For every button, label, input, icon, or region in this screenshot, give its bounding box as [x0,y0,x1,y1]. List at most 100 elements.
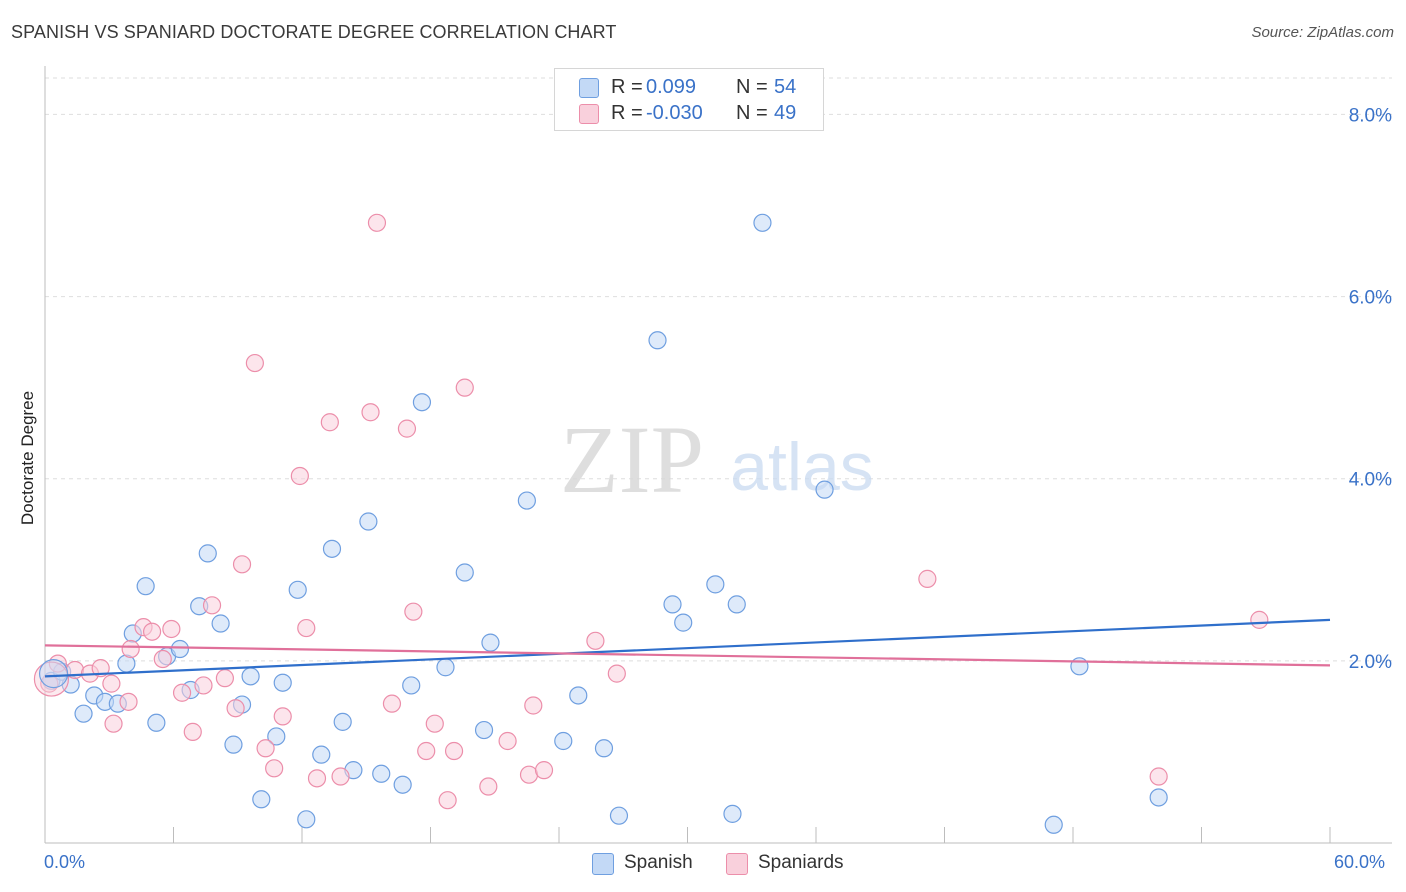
point-spaniards [444,741,464,761]
point-spanish [674,613,693,632]
point-spanish [372,764,391,783]
grid [45,77,1392,662]
point-spanish [170,639,190,659]
point-spanish [136,577,155,596]
legend-label-spaniards: Spaniards [758,852,844,873]
point-spanish [481,633,500,652]
point-spaniards [91,659,110,678]
n-value: 49 [774,102,797,124]
point-spaniards [1250,610,1269,629]
point-spanish [147,713,166,732]
source-label: Source: ZipAtlas.com [1251,24,1394,41]
point-spaniards [172,683,192,702]
point-spanish [753,213,772,232]
point-spaniards [397,419,417,438]
point-cluster [33,661,70,697]
point-spaniards [162,619,181,639]
trend-lines [44,618,1331,678]
point-spanish [706,575,725,594]
point-spanish [297,810,316,829]
point-spaniards [104,714,123,733]
correlation-swatch-spanish [579,78,599,98]
r-label: R = [611,102,643,124]
point-spaniards [586,631,605,650]
y-tick-label: 2.0% [1349,652,1392,673]
watermark-atlas: atlas [730,429,874,505]
point-spaniards [297,618,316,638]
trend-line-spaniards [44,644,1331,667]
watermark-zip: ZIP [560,406,704,513]
legend-swatch-spaniards [726,853,748,875]
y-tick-label: 4.0% [1349,470,1392,491]
point-spaniards [102,674,121,693]
point-spaniards [320,413,339,432]
point-spaniards [498,731,517,751]
point-spanish [241,667,260,686]
point-spanish [663,595,682,614]
point-spaniards [215,669,234,688]
point-spanish [569,686,588,705]
legend-swatch-spanish [592,853,614,875]
point-spanish [1149,788,1168,807]
n-label: N = [736,102,768,124]
point-spanish [517,491,536,510]
point-spanish [333,712,352,731]
point-spaniards [382,694,402,713]
point-spaniards [455,378,474,397]
point-spanish [267,727,286,746]
point-spaniards [290,466,309,486]
point-spaniards [519,765,539,784]
point-spaniards [119,692,138,711]
point-spanish [198,544,217,563]
point-spanish [609,806,629,825]
y-tick-label: 8.0% [1349,105,1392,126]
point-spaniards [232,555,252,574]
n-label: N = [736,76,768,98]
point-spanish [723,804,742,823]
point-spanish [402,676,421,695]
point-spaniards [479,777,498,796]
point-spaniards [534,761,554,780]
point-spanish [648,331,667,350]
trend-line-spanish [44,618,1331,678]
point-spaniards [202,596,222,615]
point-spaniards [361,403,380,422]
r-value: 0.099 [646,76,697,98]
point-spaniards [273,707,292,726]
r-label: R = [611,76,643,98]
axes: 2.0% 4.0% 6.0% 8.0% [44,66,1392,844]
point-spaniards [226,699,245,718]
point-spanish [359,512,378,531]
data-points [33,213,1269,834]
point-spaniards [331,767,350,786]
point-spanish [455,563,474,582]
point-spanish [727,595,746,614]
point-spaniards [918,569,937,588]
point-spanish [211,614,230,633]
point-spanish [224,735,243,754]
point-cluster [38,659,69,689]
point-spanish [412,393,432,412]
point-spaniards [607,664,626,683]
correlation-box: R = 0.099 N = 54 R = -0.030 N = 49 [554,68,824,131]
point-spaniards [1149,767,1168,786]
n-value: 54 [774,76,797,98]
point-spaniards [194,676,213,695]
point-spaniards [153,649,172,669]
point-spaniards [142,622,162,641]
point-spanish [74,704,93,723]
point-spaniards [183,722,202,741]
point-spanish [393,775,412,794]
point-spanish [594,739,614,758]
point-spanish [815,480,834,499]
point-spaniards [256,739,275,758]
point-spanish [322,539,342,558]
point-spaniards [524,696,543,715]
correlation-swatch-spaniards [579,104,599,124]
point-spaniards [425,714,444,733]
legend-label-spanish: Spanish [624,852,693,873]
point-spaniards [367,213,387,232]
x-tick-label-max: 60.0% [1334,852,1386,872]
point-spaniards [417,741,436,761]
